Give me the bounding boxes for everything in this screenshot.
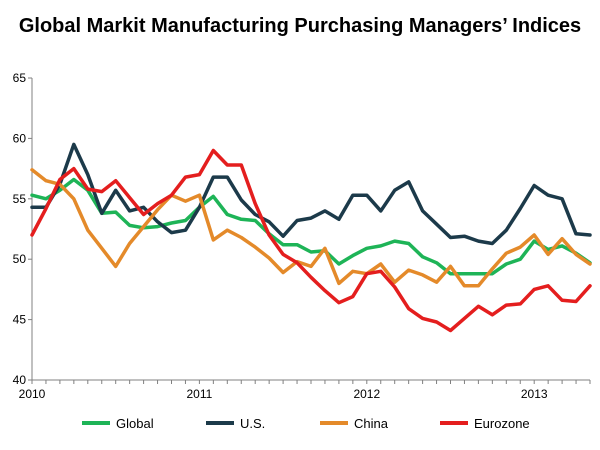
y-tick-label-45: 45: [13, 313, 27, 327]
legend-swatch: [440, 421, 468, 425]
y-tick-label-55: 55: [13, 192, 27, 206]
legend-label: Eurozone: [474, 415, 530, 431]
legend-label: U.S.: [240, 415, 266, 431]
series-line-u-s: [30, 142, 592, 246]
x-tick-label-2013: 2013: [521, 387, 548, 401]
legend-item: Global: [82, 413, 154, 433]
y-tick-label-60: 60: [13, 131, 27, 145]
legend-item: U.S.: [206, 413, 265, 433]
y-tick-label-65: 65: [13, 71, 27, 85]
x-tick-label-2010: 2010: [19, 387, 46, 401]
legend-label: China: [354, 415, 388, 431]
series-line-global: [30, 177, 592, 276]
y-tick-label-40: 40: [13, 373, 27, 387]
x-tick-label-2012: 2012: [353, 387, 380, 401]
chart-legend: Global U.S. China Eurozone: [0, 413, 600, 433]
legend-swatch: [82, 421, 110, 425]
legend-swatch: [320, 421, 348, 425]
legend-swatch: [206, 421, 234, 425]
legend-label: Global: [116, 415, 154, 431]
legend-item: China: [320, 413, 388, 433]
legend-item: Eurozone: [440, 413, 530, 433]
series-line-eurozone: [30, 148, 592, 333]
chart-title-text: Global Markit Manufacturing Purchasing M…: [18, 15, 582, 37]
chart-title: Global Markit Manufacturing Purchasing M…: [0, 14, 600, 39]
y-tick-label-50: 50: [13, 252, 27, 266]
series-line-china: [30, 168, 592, 288]
x-tick-label-2011: 2011: [186, 387, 212, 401]
